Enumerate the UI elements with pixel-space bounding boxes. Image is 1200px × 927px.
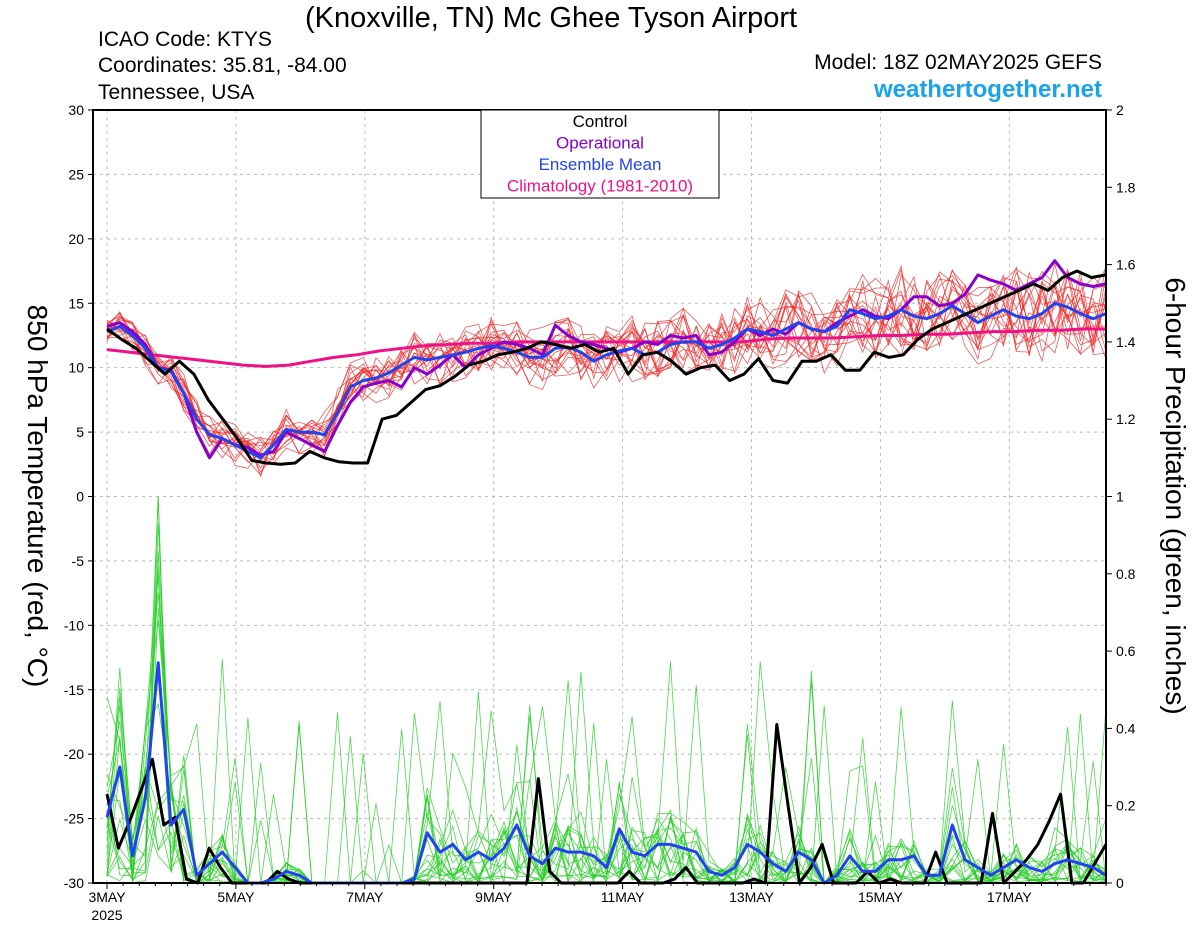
y-tick-label: -20 — [64, 746, 84, 762]
legend: Control Operational Ensemble Mean Climatolo… — [480, 109, 720, 199]
y2-tick-label: 0.2 — [1116, 798, 1136, 814]
temp-member-line — [106, 263, 1107, 460]
precip-ensemble_mean-line — [105, 661, 1107, 885]
legend-entry: Ensemble Mean — [539, 155, 662, 174]
legend-entry: Operational — [556, 134, 644, 153]
temp-climatology-line — [106, 327, 1106, 368]
y-tick-label: 15 — [68, 295, 84, 311]
grid-lines — [93, 110, 1106, 883]
temp-member-line — [106, 265, 1107, 469]
temp-control-line — [106, 269, 1107, 466]
legend-box — [480, 109, 720, 199]
y2-tick-label: 1.6 — [1116, 257, 1136, 273]
y-tick-label: -10 — [64, 617, 84, 633]
x-tick-sublabel: 2025 — [91, 907, 122, 923]
y2-tick-label: 1.4 — [1116, 334, 1136, 350]
series-lines — [105, 259, 1108, 885]
precip-member-line — [106, 620, 1107, 884]
site-name: weathertogether.net — [873, 76, 1102, 103]
x-tick-label: 17MAY — [987, 889, 1033, 905]
temp-operational-line — [106, 259, 1107, 460]
y-tick-label: -5 — [72, 553, 85, 569]
x-tick-label: 3MAY — [88, 889, 126, 905]
temp-member-line — [106, 268, 1107, 457]
temp-ensemble_mean-line — [106, 301, 1107, 460]
temp-member-line — [106, 277, 1107, 469]
y2-tick-label: 0 — [1116, 875, 1124, 891]
y-tick-label: 10 — [68, 360, 84, 376]
precip-member-line — [106, 523, 1107, 884]
y2-tick-label: 0.8 — [1116, 566, 1136, 582]
y-tick-label: 0 — [76, 489, 84, 505]
y2-tick-label: 1.8 — [1116, 179, 1136, 195]
y-tick-label: -25 — [64, 811, 84, 827]
x-tick-label: 11MAY — [601, 889, 645, 905]
y2-tick-label: 2 — [1116, 102, 1124, 118]
chart-title: (Knoxville, TN) Mc Ghee Tyson Airport — [305, 2, 798, 34]
region: Tennessee, USA — [98, 81, 255, 104]
y2-tick-label: 0.4 — [1116, 720, 1136, 736]
model-run: Model: 18Z 02MAY2025 GEFS — [814, 51, 1102, 74]
temp-member-line — [106, 267, 1107, 455]
y-tick-label: 20 — [68, 231, 84, 247]
legend-entry: Control — [573, 112, 628, 131]
y-tick-label: 5 — [76, 424, 84, 440]
y2-axis-label: 6-hour Precipitation (green, inches) — [1160, 277, 1191, 714]
x-tick-label: 9MAY — [475, 889, 513, 905]
y2-tick-label: 1 — [1116, 489, 1124, 505]
y-tick-label: -15 — [64, 682, 84, 698]
temp-member-line — [106, 277, 1107, 463]
temp-member-line — [106, 264, 1107, 457]
temp-member-line — [106, 263, 1107, 462]
axes: 302520151050-5-10-15-20-25-3021.81.61.41… — [64, 102, 1136, 923]
x-tick-label: 13MAY — [729, 889, 775, 905]
y2-tick-label: 0.6 — [1116, 643, 1136, 659]
ensemble-members — [106, 263, 1107, 885]
legend-entry: Climatology (1981-2010) — [507, 177, 693, 196]
x-tick-label: 5MAY — [217, 889, 255, 905]
y-tick-label: 30 — [68, 102, 84, 118]
y-tick-label: -30 — [64, 875, 84, 891]
y-axis-label: 850 hPa Temperature (red, °C) — [22, 305, 53, 688]
y-tick-label: 25 — [68, 166, 84, 182]
x-tick-label: 15MAY — [858, 889, 904, 905]
x-tick-label: 7MAY — [346, 889, 384, 905]
coordinates: Coordinates: 35.81, -84.00 — [98, 54, 347, 77]
y2-tick-label: 1.2 — [1116, 411, 1136, 427]
icao-code: ICAO Code: KTYS — [98, 28, 272, 51]
